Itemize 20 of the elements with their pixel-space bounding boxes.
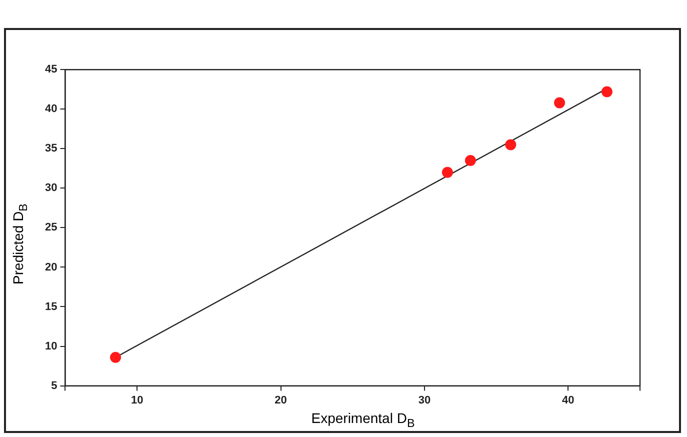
y-tick-label: 45	[44, 64, 58, 76]
y-tick-label: 30	[44, 182, 58, 194]
x-tick-label: 20	[274, 394, 287, 406]
point	[554, 97, 566, 108]
x-axis-title: Experimental D$_{B}$	[310, 410, 416, 430]
point	[442, 166, 453, 178]
point	[505, 139, 516, 150]
x-tick-label: 40	[562, 394, 574, 406]
y-tick-label: 10	[44, 340, 58, 352]
y-tick-label: 5	[51, 380, 58, 392]
y-tick-label: 20	[44, 261, 58, 274]
x-tick-label: 30	[418, 394, 431, 406]
point	[110, 352, 122, 363]
y-tick-label: 40	[44, 103, 58, 116]
y-tick-label: 15	[44, 300, 58, 313]
y-tick-label: 35	[44, 142, 58, 155]
point	[464, 155, 476, 166]
y-tick-label: 25	[44, 222, 58, 234]
point	[601, 86, 612, 98]
x-tick-label: 10	[130, 394, 144, 406]
